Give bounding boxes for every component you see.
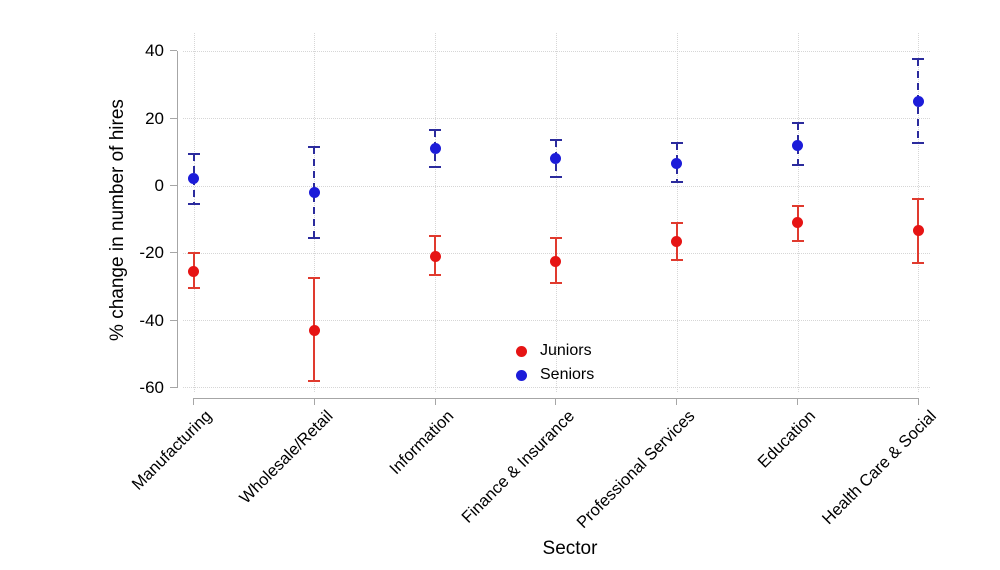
error-bar-cap-top <box>308 277 321 280</box>
error-bar-cap-bottom <box>429 165 442 168</box>
x-tick <box>193 398 194 405</box>
y-tick <box>170 185 177 186</box>
error-bar-cap-top <box>187 152 200 155</box>
error-bar-cap-bottom <box>187 287 200 290</box>
data-point-juniors <box>429 250 441 262</box>
error-bar-cap-bottom <box>670 258 683 261</box>
legend: Juniors Seniors <box>516 343 594 383</box>
error-bar-cap-top <box>308 145 321 148</box>
x-tick-label: Wholesale/Retail <box>235 407 337 508</box>
error-bar-cap-top <box>670 142 683 145</box>
seniors-marker-icon <box>516 369 527 381</box>
error-bar-cap-top <box>549 236 562 239</box>
x-tick <box>434 398 436 405</box>
error-bar-cap-top <box>549 139 562 142</box>
error-bar-cap-bottom <box>429 273 442 276</box>
x-tick <box>313 398 315 405</box>
legend-label-juniors: Juniors <box>540 342 592 359</box>
data-point-seniors <box>429 142 441 154</box>
error-bar-cap-bottom <box>308 379 321 382</box>
error-bar-cap-top <box>791 122 804 125</box>
error-bar-cap-top <box>912 58 925 61</box>
error-bar-cap-bottom <box>308 236 321 239</box>
error-bar-cap-bottom <box>912 261 925 264</box>
y-tick-label: -60 <box>139 377 164 397</box>
data-point-seniors <box>308 186 320 198</box>
error-bar-cap-bottom <box>670 181 683 184</box>
data-point-seniors <box>188 173 199 185</box>
x-tick <box>555 398 557 405</box>
y-tick-label: 0 <box>154 176 164 195</box>
x-tick-label: Finance & Insurance <box>457 407 578 527</box>
data-point-juniors <box>308 324 320 336</box>
data-point-seniors <box>792 139 804 151</box>
y-tick <box>170 252 177 254</box>
y-tick-label: -20 <box>139 243 164 263</box>
x-gridline <box>435 33 437 392</box>
data-point-seniors <box>550 153 562 165</box>
x-tick <box>917 398 919 405</box>
legend-item-juniors: Juniors <box>516 343 594 359</box>
error-bar-cap-top <box>187 251 200 254</box>
y-tick-label: 20 <box>145 108 164 128</box>
juniors-marker-icon <box>516 345 527 357</box>
error-bar-cap-bottom <box>549 176 562 179</box>
x-tick <box>676 398 678 405</box>
data-point-seniors <box>671 158 683 170</box>
y-axis-title: % change in number of hires <box>107 99 128 341</box>
error-bar-cap-bottom <box>549 282 562 285</box>
y-tick <box>170 319 177 321</box>
y-tick-label: 40 <box>145 41 164 61</box>
x-gridline <box>193 33 195 392</box>
x-tick-label: Health Care & Social <box>819 407 941 529</box>
error-bar-cap-top <box>429 234 442 237</box>
y-tick-label: -40 <box>139 310 164 330</box>
data-point-seniors <box>912 95 924 107</box>
legend-item-seniors: Seniors <box>516 367 594 383</box>
x-tick-label: Professional Services <box>573 407 699 532</box>
x-gridline <box>676 33 678 392</box>
data-point-juniors <box>671 235 683 247</box>
error-bar-cap-bottom <box>912 142 925 145</box>
x-gridline <box>555 33 557 392</box>
error-bar-cap-top <box>429 128 442 131</box>
x-axis-title: Sector <box>542 538 598 559</box>
x-tick-label: Manufacturing <box>128 407 216 494</box>
y-tick <box>170 117 177 119</box>
y-tick <box>170 386 177 388</box>
data-point-juniors <box>188 265 199 277</box>
data-point-juniors <box>912 225 924 237</box>
error-bar-cap-bottom <box>187 203 200 205</box>
x-axis-line <box>193 398 919 399</box>
legend-label-seniors: Seniors <box>540 366 595 383</box>
error-bar-cap-top <box>912 197 925 200</box>
x-tick <box>797 398 799 405</box>
error-bar-cap-top <box>670 221 683 224</box>
error-bar-cap-bottom <box>791 240 804 243</box>
x-tick-label: Information <box>385 407 457 479</box>
y-tick <box>170 50 177 52</box>
error-bar-cap-top <box>791 204 804 207</box>
data-point-juniors <box>792 217 804 228</box>
error-bar-cap-bottom <box>791 164 804 167</box>
y-axis-line <box>177 51 178 388</box>
data-point-juniors <box>550 255 562 267</box>
x-tick-label: Education <box>754 407 820 472</box>
